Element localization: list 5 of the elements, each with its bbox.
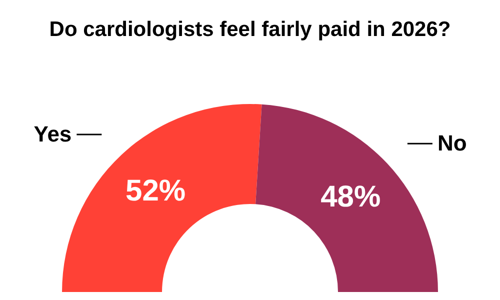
slice-label: No [437, 130, 467, 156]
slice-label: Yes [34, 122, 72, 147]
data-label: 52% [126, 174, 186, 208]
data-label: 48% [320, 180, 381, 214]
chart-title: Do cardiologists feel fairly paid in 2026? [49, 18, 451, 41]
